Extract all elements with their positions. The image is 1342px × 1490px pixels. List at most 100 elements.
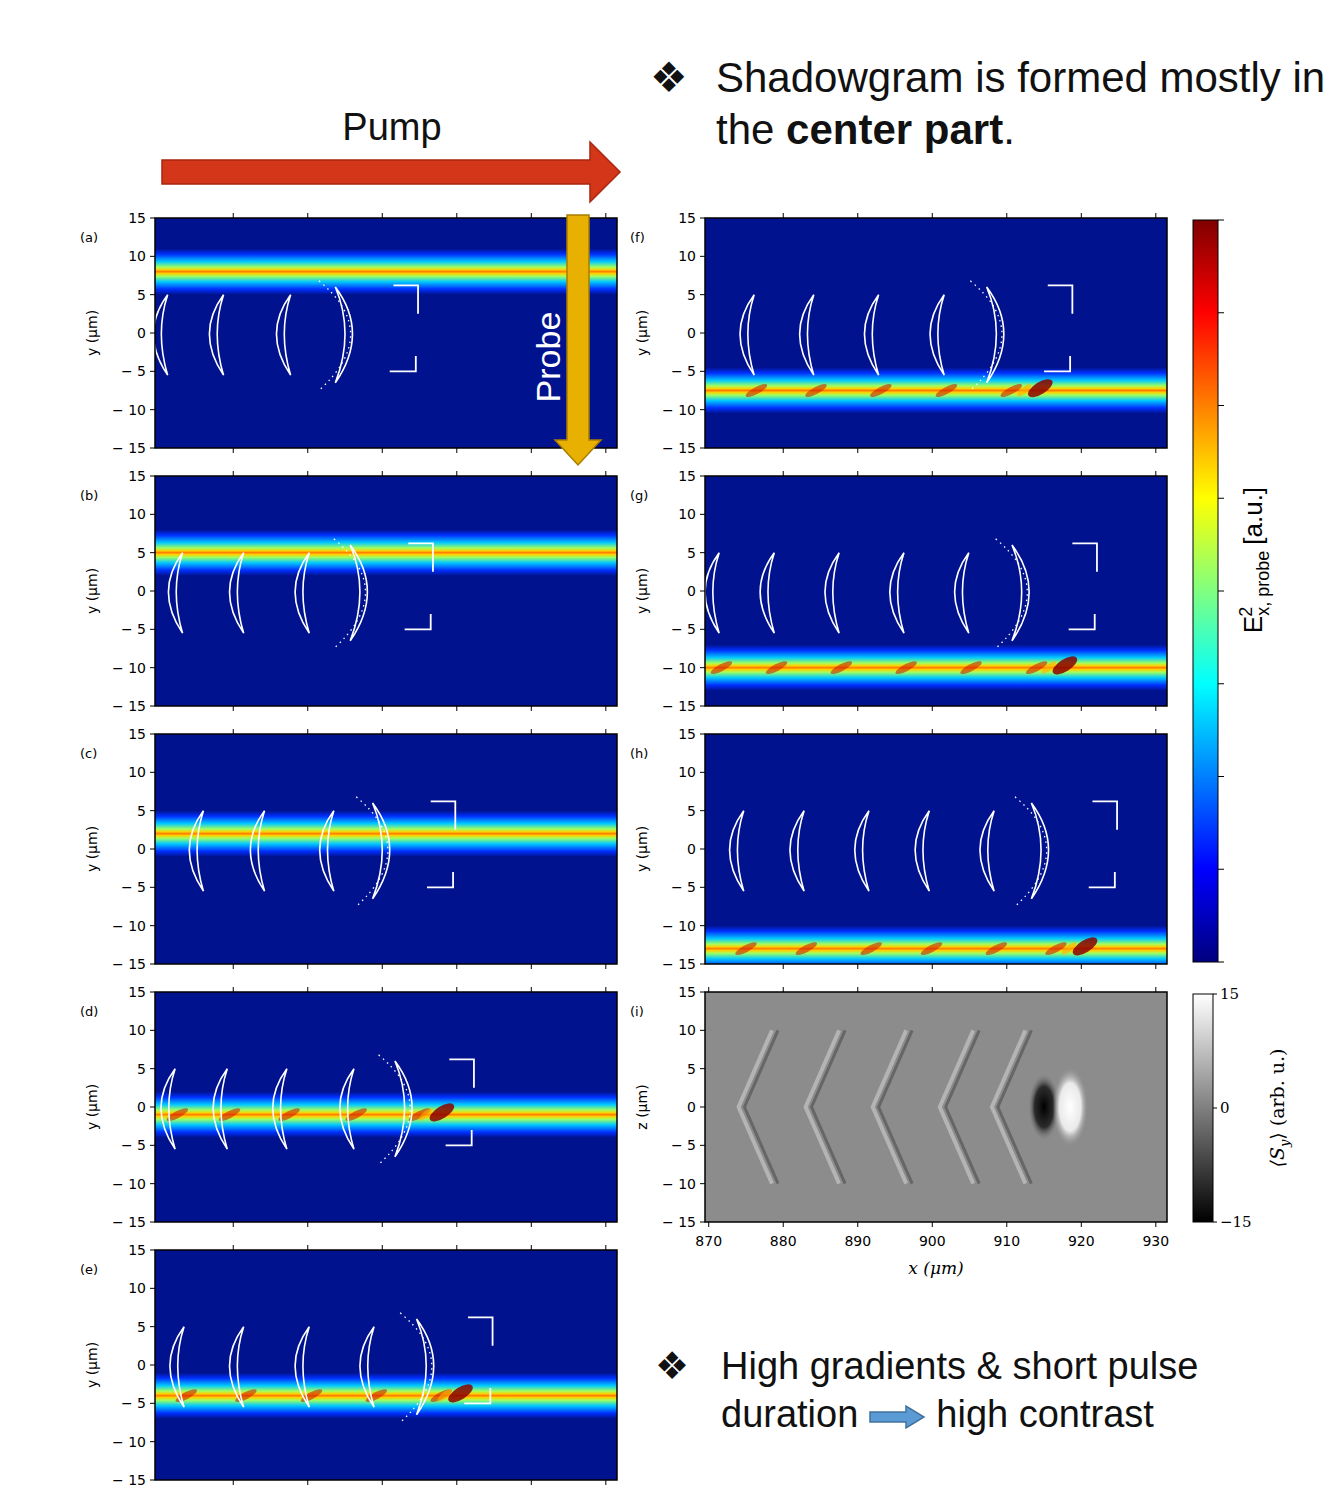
y-tick-label: 15 [128, 1242, 146, 1258]
colorbar-tick [1213, 994, 1217, 995]
x-tick [456, 213, 457, 218]
plot-area [155, 1250, 617, 1480]
x-tick-label: 910 [993, 1233, 1020, 1249]
bubble-contour [350, 545, 367, 641]
y-tick [150, 734, 155, 735]
x-tick [783, 1222, 784, 1227]
y-tick-label: − 15 [662, 1214, 696, 1230]
y-tick [700, 992, 705, 993]
implies-arrow [868, 1404, 926, 1430]
modulation [436, 1387, 454, 1403]
panel: − 15− 10− 5051015y (μm)(g) [630, 468, 1167, 714]
x-tick [307, 706, 308, 711]
y-tick [700, 409, 705, 410]
y-tick-label: − 5 [121, 1395, 146, 1411]
x-tick [1081, 448, 1082, 453]
frame [705, 218, 1167, 448]
frame [705, 734, 1167, 964]
probe-band [155, 1373, 617, 1419]
y-tick-label: 5 [137, 545, 146, 561]
x-tick [307, 448, 308, 453]
colorbar-scale [1193, 994, 1213, 1222]
arrow [870, 1406, 924, 1428]
bubble-contour [395, 1061, 412, 1157]
fringe [998, 1030, 1032, 1183]
x-tick-label: 880 [770, 1233, 797, 1249]
note: ❖High gradients & short pulse durationhi… [655, 1342, 1335, 1438]
wake-contour [980, 811, 994, 892]
x-tick [783, 987, 784, 992]
y-tick [150, 448, 155, 449]
x-tick-label: 900 [919, 1233, 946, 1249]
y-tick-label: 5 [137, 1061, 146, 1077]
wake-contour [273, 1069, 287, 1150]
y-tick [150, 591, 155, 592]
y-tick-label: − 10 [662, 1176, 696, 1192]
x-tick [531, 1222, 532, 1227]
x-tick [605, 213, 606, 218]
y-tick [150, 849, 155, 850]
x-tick [1155, 964, 1156, 969]
frame [155, 476, 617, 706]
y-tick-label: 10 [128, 248, 146, 264]
y-tick [700, 294, 705, 295]
background [155, 218, 617, 448]
bubble-halo [319, 281, 351, 391]
background [155, 992, 617, 1222]
y-axis-label: y (μm) [634, 310, 650, 356]
y-tick-label: 5 [137, 803, 146, 819]
y-tick-label: − 10 [112, 1434, 146, 1450]
x-tick [1006, 213, 1007, 218]
y-tick [150, 925, 155, 926]
y-tick [150, 992, 155, 993]
x-tick [307, 964, 308, 969]
y-tick [700, 849, 705, 850]
wake-contour [855, 811, 869, 892]
y-tick-label: 5 [137, 287, 146, 303]
wake-contour [168, 553, 182, 634]
x-tick [382, 964, 383, 969]
y-tick [150, 1365, 155, 1366]
x-tick [1006, 987, 1007, 992]
background [155, 1250, 617, 1480]
x-tick [233, 448, 234, 453]
y-tick [150, 887, 155, 888]
bubble-halo [334, 539, 366, 649]
colorbar-tick [1218, 776, 1224, 777]
colorbar-tick [1213, 1222, 1217, 1223]
y-tick-label: − 10 [112, 660, 146, 676]
x-tick [783, 471, 784, 476]
y-tick [150, 1145, 155, 1146]
y-tick-label: 0 [687, 1099, 696, 1115]
panel-label: (a) [80, 230, 98, 245]
modulation [794, 940, 818, 957]
x-tick [233, 471, 234, 476]
y-tick-label: − 15 [112, 1472, 146, 1488]
y-tick [700, 887, 705, 888]
y-tick [150, 772, 155, 773]
x-tick [1155, 448, 1156, 453]
y-tick-label: 15 [128, 726, 146, 742]
modulation [804, 382, 828, 399]
colorbar-tick [1218, 869, 1224, 870]
x-tick [708, 987, 709, 992]
bright-spot [1052, 1067, 1088, 1147]
x-tick [605, 987, 606, 992]
y-axis-label: y (μm) [84, 310, 100, 356]
x-tick [307, 1222, 308, 1227]
wake-contour [740, 295, 754, 376]
x-tick [456, 964, 457, 969]
y-tick [700, 706, 705, 707]
x-tick [708, 1222, 709, 1227]
plot-area [705, 734, 1167, 964]
x-tick [382, 729, 383, 734]
y-tick [700, 734, 705, 735]
x-tick [1081, 987, 1082, 992]
y-tick-label: 5 [687, 1061, 696, 1077]
probe-arrow: Probe [529, 215, 601, 465]
wake-contour [890, 553, 904, 634]
x-tick [531, 448, 532, 453]
y-tick [700, 552, 705, 553]
y-tick-label: − 15 [112, 698, 146, 714]
background [705, 476, 1167, 706]
